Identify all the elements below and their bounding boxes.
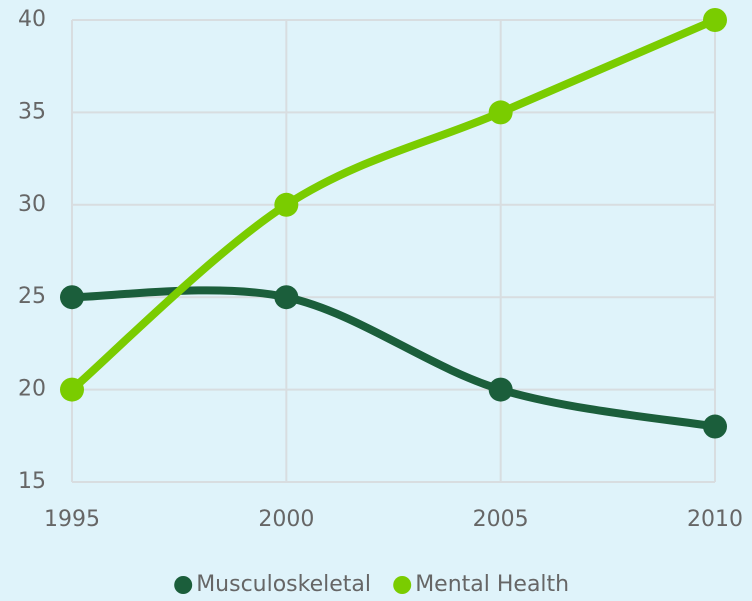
legend-marker [174,576,193,594]
x-tick-label: 1995 [44,507,100,532]
data-point [60,285,84,310]
x-tick-label: 2000 [258,507,314,532]
data-point [274,192,299,217]
x-tick-label: 2010 [687,507,743,532]
y-tick-label: 25 [18,284,46,309]
data-point [488,100,513,125]
series-line [68,16,719,394]
data-point [703,8,727,32]
y-tick-label: 40 [18,7,46,32]
y-tick-label: 20 [18,377,46,402]
x-tick-label: 2005 [473,507,529,532]
y-tick-label: 35 [18,99,46,124]
legend-label: Mental Health [415,572,569,597]
data-point [488,377,513,402]
series-line [68,286,719,431]
y-tick-label: 30 [18,192,46,217]
legend-marker [393,576,412,594]
data-point [703,414,727,439]
y-tick-label: 15 [18,469,46,494]
legend-label: Musculoskeletal [196,572,371,597]
data-point [274,285,299,310]
data-point [60,377,84,402]
